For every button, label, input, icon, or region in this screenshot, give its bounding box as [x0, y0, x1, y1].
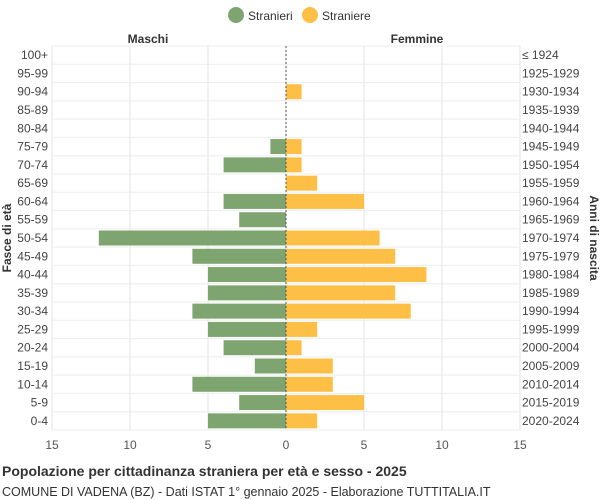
y-axis-title-right: Anni di nascita — [587, 195, 600, 281]
birth-year-label: 1930-1934 — [522, 85, 580, 99]
birth-year-label: 1925-1929 — [522, 66, 580, 80]
age-group-label: 80-84 — [17, 121, 48, 135]
birth-year-label: ≤ 1924 — [522, 48, 559, 62]
birth-year-label: 1940-1944 — [522, 121, 580, 135]
bar-straniere — [286, 376, 333, 392]
birth-year-label: 1990-1994 — [522, 304, 580, 318]
bar-straniere — [286, 321, 318, 337]
x-tick-label: 10 — [123, 438, 137, 452]
age-group-label: 30-34 — [17, 304, 48, 318]
age-group-label: 70-74 — [17, 158, 48, 172]
birth-year-label: 1965-1969 — [522, 213, 580, 227]
birth-year-label: 1960-1964 — [522, 194, 580, 208]
age-group-label: 50-54 — [17, 231, 48, 245]
x-tick-label: 5 — [361, 438, 368, 452]
bar-straniere — [286, 267, 427, 283]
chart-title: Popolazione per cittadinanza straniera p… — [2, 463, 407, 479]
bar-stranieri — [223, 340, 286, 356]
legend-marker-straniere — [302, 7, 318, 23]
birth-year-label: 2010-2014 — [522, 377, 580, 391]
age-group-label: 20-24 — [17, 341, 48, 355]
x-tick-label: 15 — [45, 438, 59, 452]
bar-straniere — [286, 248, 396, 264]
birth-year-label: 2000-2004 — [522, 341, 580, 355]
birth-year-label: 1955-1959 — [522, 176, 580, 190]
birth-year-label: 2015-2019 — [522, 396, 580, 410]
age-group-label: 75-79 — [17, 140, 48, 154]
x-tick-label: 5 — [205, 438, 212, 452]
age-group-label: 40-44 — [17, 268, 48, 282]
bar-stranieri — [208, 285, 286, 301]
age-group-label: 5-9 — [31, 396, 49, 410]
population-pyramid-chart: Stranieri Straniere Maschi Femmine 15 10 5 0 5 10… — [0, 7, 600, 452]
header-femmine: Femmine — [391, 32, 444, 46]
bar-straniere — [286, 395, 364, 411]
age-group-label: 95-99 — [17, 66, 48, 80]
bar-stranieri — [208, 267, 286, 283]
bar-stranieri — [239, 395, 286, 411]
legend-label-straniere: Straniere — [322, 9, 371, 23]
age-group-label: 25-29 — [17, 322, 48, 336]
bar-stranieri — [223, 157, 286, 173]
age-group-label: 60-64 — [17, 194, 48, 208]
bar-straniere — [286, 413, 318, 429]
birth-year-label: 1935-1939 — [522, 103, 580, 117]
bar-straniere — [286, 230, 380, 246]
bar-straniere — [286, 340, 302, 356]
header-maschi: Maschi — [128, 32, 169, 46]
age-group-label: 45-49 — [17, 249, 48, 263]
age-group-label: 90-94 — [17, 85, 48, 99]
bar-stranieri — [192, 303, 286, 319]
bar-straniere — [286, 157, 302, 173]
birth-year-label: 1950-1954 — [522, 158, 580, 172]
age-group-label: 35-39 — [17, 286, 48, 300]
bar-straniere — [286, 84, 302, 100]
age-group-label: 10-14 — [17, 377, 48, 391]
bar-stranieri — [239, 212, 286, 228]
age-group-label: 15-19 — [17, 359, 48, 373]
x-tick-label: 15 — [513, 438, 527, 452]
birth-year-label: 1970-1974 — [522, 231, 580, 245]
legend-marker-stranieri — [228, 7, 244, 23]
bar-straniere — [286, 358, 333, 374]
birth-year-label: 1995-1999 — [522, 322, 580, 336]
bar-stranieri — [208, 321, 286, 337]
x-tick-label: 10 — [435, 438, 449, 452]
bar-stranieri — [192, 248, 286, 264]
birth-year-label: 1945-1949 — [522, 140, 580, 154]
bar-stranieri — [192, 376, 286, 392]
age-group-label: 0-4 — [31, 414, 49, 428]
bar-straniere — [286, 139, 302, 155]
birth-year-label: 1975-1979 — [522, 249, 580, 263]
bar-straniere — [286, 285, 396, 301]
bar-stranieri — [223, 193, 286, 209]
x-tick-label: 0 — [283, 438, 290, 452]
legend-label-stranieri: Stranieri — [248, 9, 293, 23]
age-group-label: 100+ — [21, 48, 48, 62]
bar-stranieri — [270, 139, 286, 155]
bar-straniere — [286, 303, 411, 319]
birth-year-label: 1980-1984 — [522, 268, 580, 282]
bar-stranieri — [254, 358, 286, 374]
age-group-label: 65-69 — [17, 176, 48, 190]
chart-source: COMUNE DI VADENA (BZ) - Dati ISTAT 1° ge… — [2, 485, 491, 499]
birth-year-label: 2020-2024 — [522, 414, 580, 428]
age-group-label: 85-89 — [17, 103, 48, 117]
age-group-label: 55-59 — [17, 213, 48, 227]
bar-straniere — [286, 175, 318, 191]
bar-straniere — [286, 193, 364, 209]
bar-stranieri — [98, 230, 286, 246]
birth-year-label: 1985-1989 — [522, 286, 580, 300]
y-axis-title-left: Fasce di età — [0, 203, 14, 272]
bar-stranieri — [208, 413, 286, 429]
birth-year-label: 2005-2009 — [522, 359, 580, 373]
